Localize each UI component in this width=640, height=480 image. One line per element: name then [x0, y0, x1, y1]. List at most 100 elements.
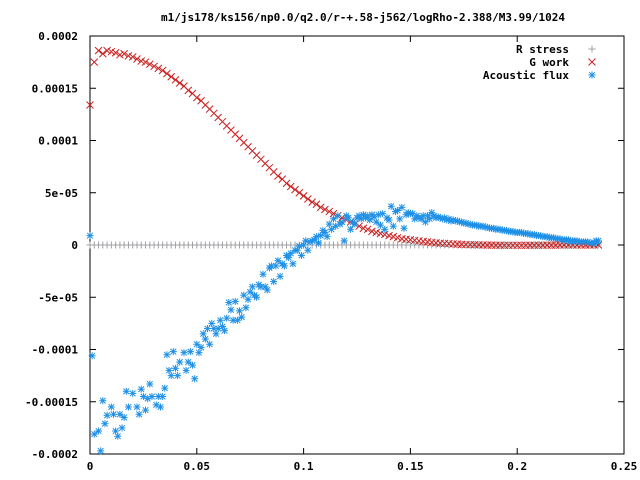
g-work-point — [312, 200, 321, 209]
acoustic-flux-point — [347, 225, 355, 233]
acoustic-flux-point — [227, 306, 235, 314]
acoustic-flux-point — [137, 385, 145, 393]
acoustic-flux-point — [124, 403, 132, 411]
acoustic-flux-point — [389, 222, 397, 230]
g-work-point — [145, 60, 154, 69]
y-tick-label: -0.0001 — [32, 344, 79, 357]
y-tick-label: 0.0002 — [38, 30, 78, 43]
acoustic-flux-point — [101, 420, 109, 428]
acoustic-flux-point — [338, 218, 346, 226]
acoustic-flux-point — [400, 224, 408, 232]
acoustic-flux-point — [385, 216, 393, 224]
legend-label: G work — [529, 56, 569, 69]
acoustic-flux-point — [169, 348, 177, 356]
acoustic-flux-point — [330, 215, 338, 223]
acoustic-flux-point — [203, 325, 211, 333]
g-work-point — [133, 55, 141, 63]
g-work-point — [308, 198, 316, 207]
acoustic-flux-point — [129, 389, 137, 397]
g-work-point — [175, 79, 184, 87]
g-work-point — [304, 195, 312, 203]
acoustic-flux-point — [120, 413, 128, 421]
series-layer — [86, 46, 603, 455]
acoustic-flux-point — [90, 430, 98, 438]
acoustic-flux-point — [201, 335, 209, 343]
g-work-point — [291, 185, 299, 194]
acoustic-flux-point — [118, 424, 126, 432]
legend-marker — [588, 71, 596, 79]
acoustic-flux-point — [310, 236, 318, 244]
acoustic-flux-point — [223, 314, 231, 322]
g-work-point — [158, 66, 167, 75]
acoustic-flux-point — [376, 221, 384, 229]
acoustic-flux-point — [396, 215, 404, 223]
acoustic-flux-point — [381, 225, 389, 233]
acoustic-flux-point — [159, 393, 167, 401]
acoustic-flux-point — [340, 237, 348, 245]
acoustic-flux-point — [97, 447, 105, 455]
acoustic-flux-point — [242, 304, 250, 312]
acoustic-flux-point — [233, 316, 241, 324]
acoustic-flux-point — [221, 327, 229, 335]
acoustic-flux-point — [398, 203, 406, 211]
x-tick-label: 0.2 — [507, 460, 527, 473]
acoustic-flux-point — [99, 397, 107, 405]
g-work-point — [90, 58, 99, 66]
acoustic-flux-point — [176, 358, 184, 366]
g-work-point — [192, 93, 201, 102]
acoustic-flux-point — [165, 366, 173, 374]
acoustic-flux-point — [148, 393, 156, 401]
acoustic-flux-point — [182, 366, 190, 374]
acoustic-flux-point — [421, 218, 429, 226]
g-work-point — [167, 72, 176, 81]
x-tick-label: 0 — [87, 460, 94, 473]
g-work-point — [150, 62, 158, 71]
acoustic-flux-point — [231, 297, 239, 305]
acoustic-flux-point — [212, 330, 220, 338]
acoustic-flux-point — [274, 257, 282, 265]
acoustic-flux-point — [287, 249, 295, 257]
acoustic-flux-point — [189, 361, 197, 369]
g-work-point — [154, 64, 163, 73]
acoustic-flux-point — [142, 406, 150, 414]
acoustic-flux-point — [109, 410, 117, 418]
acoustic-flux-point — [161, 384, 169, 392]
legend-marker — [588, 45, 596, 53]
g-work-point — [286, 182, 295, 191]
acoustic-flux-point — [253, 293, 261, 301]
g-work-point — [274, 172, 282, 180]
x-tick-label: 0.15 — [397, 460, 424, 473]
acoustic-flux-point — [174, 372, 182, 380]
acoustic-flux-point — [238, 313, 246, 321]
g-work-point — [163, 69, 171, 78]
g-work-point — [316, 203, 325, 212]
acoustic-flux-point — [289, 260, 297, 268]
g-work-point — [325, 207, 334, 216]
g-work-point — [299, 192, 308, 200]
acoustic-flux-point — [394, 207, 402, 215]
acoustic-flux-point — [167, 372, 175, 380]
acoustic-flux-point — [272, 262, 280, 270]
legend-marker — [588, 58, 596, 66]
acoustic-flux-point — [95, 427, 103, 435]
acoustic-flux-point — [315, 239, 323, 247]
acoustic-flux-point — [146, 380, 154, 388]
acoustic-flux-point — [276, 272, 284, 280]
acoustic-flux-point — [236, 307, 244, 315]
g-work-point — [363, 225, 372, 234]
y-tick-label: -0.00015 — [25, 396, 78, 409]
x-tick-label: 0.1 — [294, 460, 314, 473]
axis-ticks: 0 0.05 0.1 0.15 0.2 0.25 0.0002 0.00015 0.0001 5e… — [25, 30, 637, 473]
acoustic-flux-point — [191, 375, 199, 383]
x-tick-label: 0.05 — [184, 460, 211, 473]
acoustic-flux-point — [186, 348, 194, 356]
y-tick-label: -0.0002 — [32, 448, 78, 461]
acoustic-flux-point — [103, 411, 111, 419]
acoustic-flux-point — [206, 340, 214, 348]
acoustic-flux-point — [197, 343, 205, 351]
acoustic-flux-point — [259, 270, 267, 278]
acoustic-flux-point — [263, 286, 271, 294]
y-tick-label: 0.00015 — [32, 82, 78, 95]
